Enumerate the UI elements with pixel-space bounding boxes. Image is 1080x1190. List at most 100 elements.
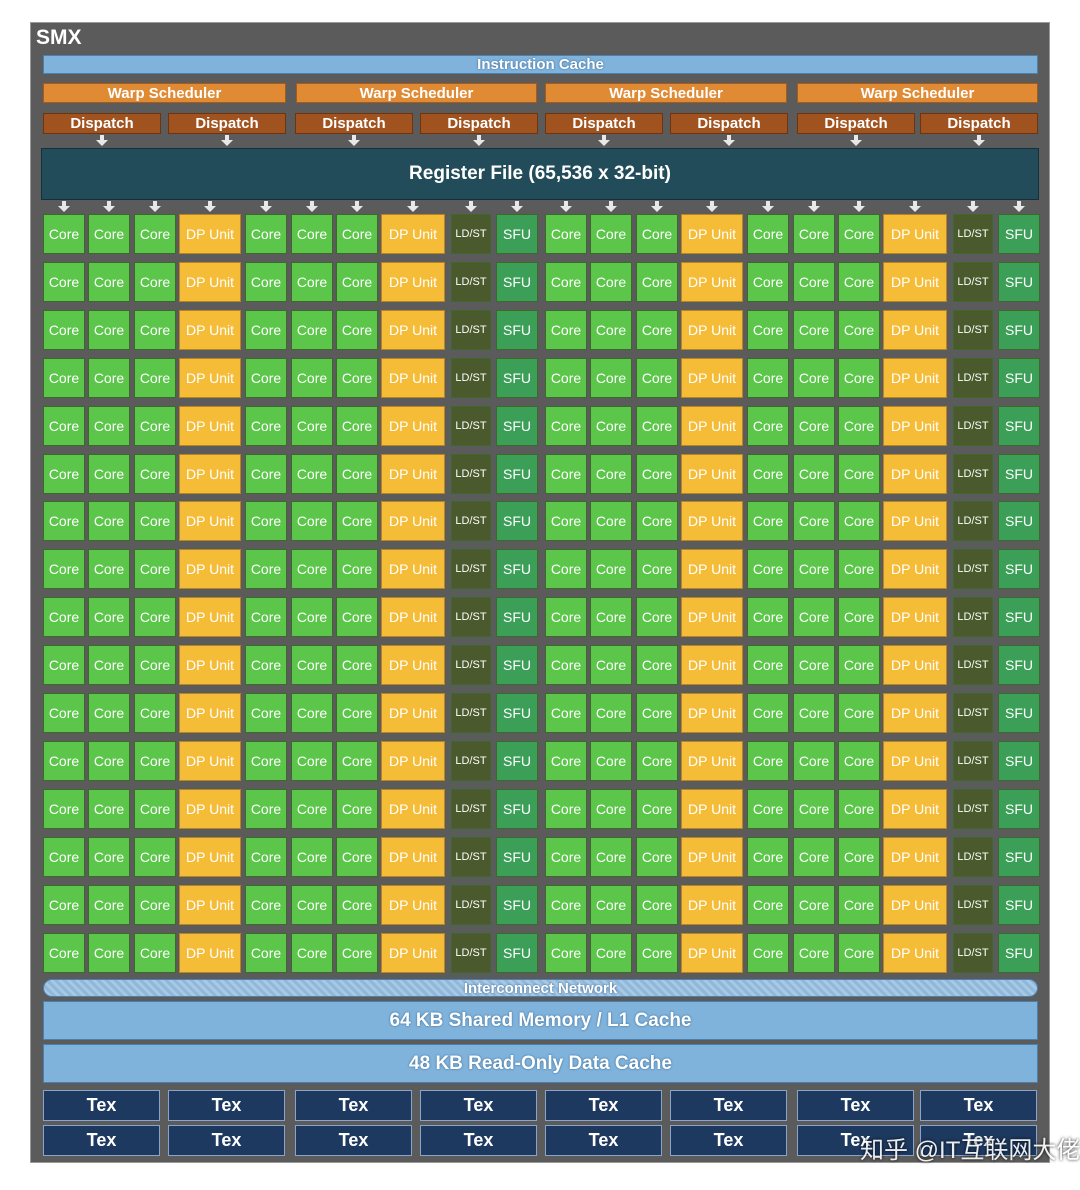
- unit-cell: SFU: [496, 932, 538, 973]
- arrow: [1013, 201, 1025, 212]
- unit-cell: DP Unit: [883, 405, 947, 446]
- unit-cell: DP Unit: [381, 740, 445, 781]
- unit-cell: Core: [636, 309, 678, 350]
- unit-cell: Core: [793, 357, 835, 398]
- arrow: [560, 201, 572, 212]
- unit-cell: Core: [88, 884, 130, 925]
- unit-cell: Core: [43, 788, 85, 829]
- unit-cell: Core: [545, 693, 587, 733]
- unit-cell: Core: [838, 932, 880, 973]
- unit-cell: LD/ST: [451, 453, 491, 494]
- unit-cell: DP Unit: [179, 884, 241, 925]
- unit-cell: LD/ST: [451, 836, 491, 877]
- unit-cell: Core: [134, 932, 176, 973]
- tex-unit: Tex: [43, 1090, 160, 1121]
- unit-cell: Core: [545, 261, 587, 302]
- unit-cell: Core: [590, 501, 632, 542]
- unit-cell: DP Unit: [883, 549, 947, 590]
- tex-unit: Tex: [168, 1090, 285, 1121]
- tex-unit: Tex: [420, 1125, 537, 1156]
- unit-cell: Core: [245, 453, 287, 494]
- unit-cell: DP Unit: [381, 788, 445, 829]
- unit-cell: Core: [590, 405, 632, 446]
- unit-cell: Core: [43, 261, 85, 302]
- unit-cell: Core: [291, 501, 333, 542]
- unit-cell: Core: [134, 214, 176, 254]
- unit-cell: Core: [245, 309, 287, 350]
- unit-cell: Core: [88, 214, 130, 254]
- unit-cell: DP Unit: [179, 740, 241, 781]
- unit-cell: Core: [245, 261, 287, 302]
- unit-cell: Core: [336, 884, 378, 925]
- unit-cell: DP Unit: [681, 549, 743, 590]
- unit-cell: Core: [590, 788, 632, 829]
- unit-cell: Core: [134, 836, 176, 877]
- unit-cell: DP Unit: [883, 597, 947, 638]
- tex-unit: Tex: [545, 1125, 662, 1156]
- unit-cell: Core: [793, 788, 835, 829]
- unit-cell: Core: [43, 836, 85, 877]
- unit-cell: Core: [134, 549, 176, 590]
- unit-cell: Core: [134, 693, 176, 733]
- unit-cell: Core: [747, 597, 789, 638]
- unit-cell: Core: [747, 501, 789, 542]
- unit-cell: DP Unit: [381, 549, 445, 590]
- unit-cell: DP Unit: [883, 645, 947, 686]
- unit-cell: Core: [134, 501, 176, 542]
- unit-cell: DP Unit: [381, 932, 445, 973]
- unit-cell: DP Unit: [681, 309, 743, 350]
- unit-cell: Core: [747, 549, 789, 590]
- unit-cell: Core: [545, 405, 587, 446]
- unit-cell: Core: [88, 932, 130, 973]
- unit-cell: Core: [88, 549, 130, 590]
- unit-cell: Core: [545, 309, 587, 350]
- unit-cell: Core: [336, 405, 378, 446]
- unit-cell: Core: [636, 788, 678, 829]
- unit-cell: Core: [636, 214, 678, 254]
- unit-cell: SFU: [998, 405, 1040, 446]
- unit-cell: Core: [134, 740, 176, 781]
- unit-cell: Core: [245, 405, 287, 446]
- unit-cell: DP Unit: [883, 501, 947, 542]
- watermark: 知乎 @IT互联网大佬: [860, 1137, 1080, 1164]
- dispatch: Dispatch: [797, 113, 915, 134]
- unit-cell: Core: [43, 645, 85, 686]
- unit-cell: Core: [545, 645, 587, 686]
- unit-cell: DP Unit: [381, 836, 445, 877]
- unit-cell: Core: [245, 693, 287, 733]
- unit-cell: DP Unit: [883, 884, 947, 925]
- unit-cell: Core: [545, 357, 587, 398]
- unit-cell: Core: [793, 549, 835, 590]
- arrow: [651, 201, 663, 212]
- unit-cell: Core: [291, 453, 333, 494]
- unit-cell: DP Unit: [681, 357, 743, 398]
- unit-cell: Core: [336, 932, 378, 973]
- unit-cell: Core: [636, 693, 678, 733]
- unit-cell: Core: [636, 884, 678, 925]
- unit-cell: DP Unit: [681, 597, 743, 638]
- unit-cell: Core: [838, 501, 880, 542]
- unit-cell: SFU: [496, 693, 538, 733]
- unit-cell: DP Unit: [179, 932, 241, 973]
- unit-cell: Core: [336, 597, 378, 638]
- unit-cell: DP Unit: [681, 405, 743, 446]
- unit-cell: Core: [590, 693, 632, 733]
- unit-cell: DP Unit: [381, 405, 445, 446]
- unit-cell: DP Unit: [883, 309, 947, 350]
- unit-cell: LD/ST: [451, 549, 491, 590]
- unit-cell: DP Unit: [381, 693, 445, 733]
- unit-cell: Core: [134, 645, 176, 686]
- unit-cell: Core: [88, 597, 130, 638]
- unit-cell: DP Unit: [179, 309, 241, 350]
- unit-cell: SFU: [998, 597, 1040, 638]
- unit-cell: Core: [838, 836, 880, 877]
- unit-cell: DP Unit: [883, 453, 947, 494]
- unit-cell: DP Unit: [681, 836, 743, 877]
- arrow: [723, 135, 735, 146]
- unit-cell: Core: [291, 405, 333, 446]
- unit-cell: Core: [88, 645, 130, 686]
- unit-cell: Core: [838, 261, 880, 302]
- unit-cell: Core: [636, 261, 678, 302]
- unit-cell: Core: [793, 261, 835, 302]
